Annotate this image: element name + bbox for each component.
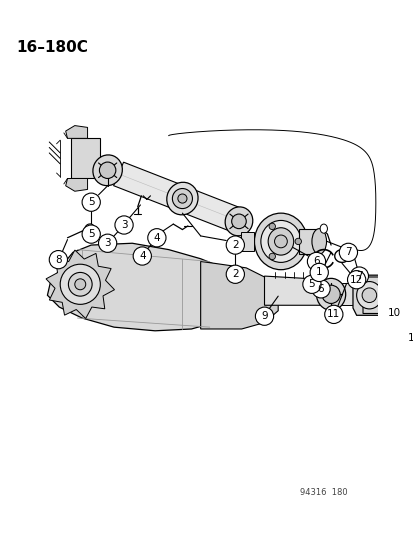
Circle shape xyxy=(98,234,116,252)
Polygon shape xyxy=(240,232,253,251)
Circle shape xyxy=(311,280,330,298)
Text: 4: 4 xyxy=(139,251,145,261)
Ellipse shape xyxy=(93,155,122,185)
Circle shape xyxy=(306,252,325,271)
Circle shape xyxy=(225,236,244,254)
Polygon shape xyxy=(341,284,359,305)
Text: 94316  180: 94316 180 xyxy=(299,488,347,497)
Polygon shape xyxy=(382,262,413,288)
Ellipse shape xyxy=(311,229,326,254)
Circle shape xyxy=(255,307,273,325)
Text: 16–180C: 16–180C xyxy=(17,40,88,55)
Ellipse shape xyxy=(166,182,197,215)
Text: 11: 11 xyxy=(326,309,339,319)
Ellipse shape xyxy=(268,228,293,255)
Polygon shape xyxy=(352,275,385,316)
Polygon shape xyxy=(46,250,114,319)
Polygon shape xyxy=(200,262,278,329)
Circle shape xyxy=(339,243,357,262)
Ellipse shape xyxy=(319,224,327,233)
Ellipse shape xyxy=(178,194,187,203)
Text: 6: 6 xyxy=(312,256,319,266)
Ellipse shape xyxy=(254,213,306,270)
Text: 3: 3 xyxy=(104,238,111,248)
Ellipse shape xyxy=(294,238,301,245)
Text: 11: 11 xyxy=(406,333,413,343)
Circle shape xyxy=(309,263,328,281)
Circle shape xyxy=(82,225,100,243)
Polygon shape xyxy=(299,229,318,254)
Text: 2: 2 xyxy=(231,240,238,250)
Text: 6: 6 xyxy=(317,284,324,294)
Circle shape xyxy=(404,329,413,347)
Ellipse shape xyxy=(260,221,300,262)
Polygon shape xyxy=(113,162,240,231)
Polygon shape xyxy=(47,243,238,331)
Text: 10: 10 xyxy=(387,309,400,319)
Text: 4: 4 xyxy=(153,233,160,243)
Polygon shape xyxy=(71,139,100,179)
Text: 7: 7 xyxy=(344,247,351,257)
Circle shape xyxy=(347,271,365,289)
Circle shape xyxy=(384,304,402,322)
Circle shape xyxy=(133,247,151,265)
Polygon shape xyxy=(362,277,386,313)
Ellipse shape xyxy=(68,272,92,296)
Text: 9: 9 xyxy=(261,311,267,321)
Circle shape xyxy=(302,275,320,293)
Polygon shape xyxy=(66,179,88,191)
Circle shape xyxy=(324,305,342,324)
Ellipse shape xyxy=(356,281,381,309)
Ellipse shape xyxy=(268,253,275,260)
Text: 5: 5 xyxy=(308,279,314,289)
Polygon shape xyxy=(66,126,88,139)
Text: 7: 7 xyxy=(355,271,362,281)
Ellipse shape xyxy=(361,288,376,303)
Polygon shape xyxy=(382,303,413,328)
Circle shape xyxy=(349,267,368,285)
Ellipse shape xyxy=(99,162,116,179)
Ellipse shape xyxy=(172,189,192,208)
Text: 3: 3 xyxy=(121,220,127,230)
Text: 5: 5 xyxy=(88,229,94,239)
Ellipse shape xyxy=(231,214,246,229)
Text: 5: 5 xyxy=(88,197,94,207)
Ellipse shape xyxy=(225,207,252,236)
Text: 1: 1 xyxy=(315,268,322,278)
Ellipse shape xyxy=(316,278,345,310)
Ellipse shape xyxy=(60,264,100,304)
Text: 12: 12 xyxy=(349,274,362,285)
Ellipse shape xyxy=(85,224,94,231)
Circle shape xyxy=(225,265,244,284)
Ellipse shape xyxy=(274,235,287,248)
Circle shape xyxy=(115,216,133,234)
Polygon shape xyxy=(264,276,328,305)
Text: 8: 8 xyxy=(55,255,62,265)
Circle shape xyxy=(49,251,67,269)
Circle shape xyxy=(147,229,166,247)
Circle shape xyxy=(82,193,100,211)
Text: 2: 2 xyxy=(231,269,238,279)
Ellipse shape xyxy=(75,279,85,290)
Ellipse shape xyxy=(268,223,275,230)
Ellipse shape xyxy=(321,285,339,303)
